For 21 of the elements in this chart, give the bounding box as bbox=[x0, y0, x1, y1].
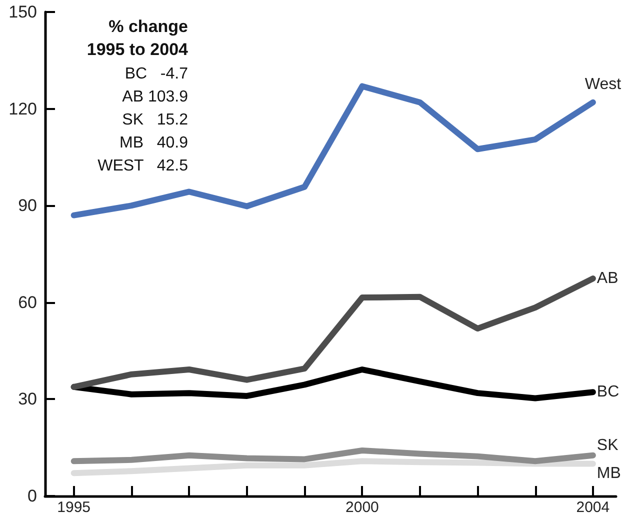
series-label: MB bbox=[596, 465, 621, 482]
annotation: % change bbox=[108, 17, 188, 36]
x-tick-label: 1995 bbox=[57, 499, 91, 516]
y-tick-label: 150 bbox=[8, 2, 37, 22]
annotation: SK 15.2 bbox=[122, 112, 188, 128]
x-tick-label: 2000 bbox=[346, 499, 379, 516]
y-tick-label: 60 bbox=[18, 292, 37, 312]
y-tick-label: 120 bbox=[8, 99, 37, 118]
annotation: 1995 to 2004 bbox=[86, 40, 189, 59]
y-tick-label: 90 bbox=[18, 196, 37, 216]
y-tick-label: 30 bbox=[18, 390, 37, 409]
series-label: BC bbox=[596, 384, 620, 401]
series-label: West bbox=[584, 76, 622, 93]
annotation: WEST 42.5 bbox=[98, 158, 188, 174]
series-label: AB bbox=[596, 270, 618, 288]
series-label: SK bbox=[596, 436, 619, 454]
x-tick-label: 2004 bbox=[576, 499, 610, 516]
annotation: BC -4.7 bbox=[124, 66, 188, 82]
y-tick-label: 0 bbox=[28, 486, 37, 506]
annotation: MB 40.9 bbox=[120, 134, 188, 152]
annotation: AB 103.9 bbox=[122, 88, 188, 106]
